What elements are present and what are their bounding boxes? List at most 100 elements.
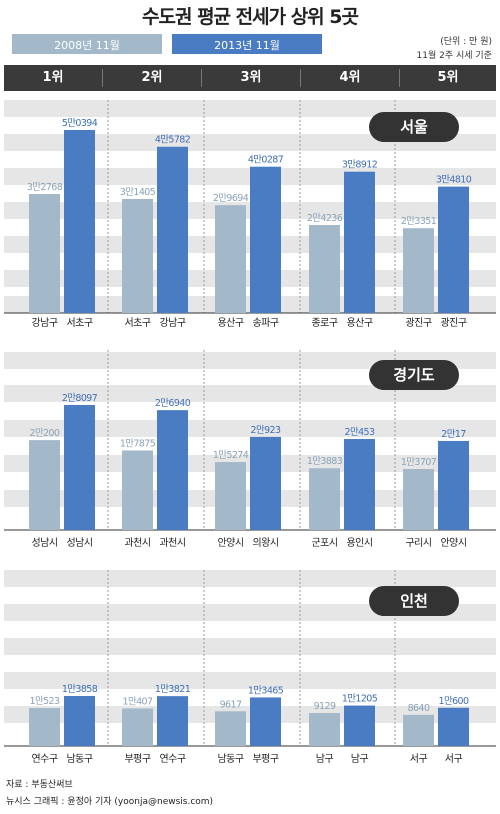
rank-header-bar: 1위 2위 3위 4위 5위 bbox=[4, 65, 496, 91]
region-badge-label: 인천 bbox=[400, 592, 428, 610]
bar-2013 bbox=[438, 186, 469, 313]
district-label: 부평구 bbox=[124, 753, 150, 765]
value-label-2008: 1만407 bbox=[123, 696, 153, 707]
value-label-2013: 1만600 bbox=[439, 696, 469, 707]
value-label-2008: 3만2768 bbox=[27, 182, 63, 193]
value-label-2013: 2만6940 bbox=[155, 398, 191, 409]
district-label: 강남구 bbox=[31, 317, 57, 329]
value-label-2008: 1만3883 bbox=[307, 456, 343, 467]
rank-divider bbox=[399, 69, 400, 87]
grid-stripe bbox=[4, 570, 496, 587]
value-label-2013: 1만3465 bbox=[248, 685, 284, 696]
district-label: 군포시 bbox=[311, 537, 337, 549]
bar-2008 bbox=[403, 228, 434, 313]
value-label-2013: 3만8912 bbox=[342, 160, 378, 171]
bar-2008 bbox=[403, 714, 434, 746]
value-label-2008: 9617 bbox=[220, 699, 242, 710]
grid-stripe bbox=[4, 672, 496, 689]
bar-2013 bbox=[250, 697, 281, 746]
grid-stripe bbox=[4, 385, 496, 402]
district-label: 광진구 bbox=[440, 317, 466, 329]
district-label: 구리시 bbox=[405, 537, 431, 549]
bar-2008 bbox=[215, 205, 246, 313]
district-label: 서구 bbox=[445, 753, 463, 765]
value-label-2008: 1만7875 bbox=[120, 438, 156, 449]
region-badge bbox=[369, 112, 459, 142]
value-label-2013: 1만1205 bbox=[342, 694, 378, 705]
district-label: 용산구 bbox=[217, 317, 243, 329]
chart-title: 수도권 평균 전세가 상위 5곳 bbox=[142, 6, 359, 28]
district-label: 과천시 bbox=[124, 537, 150, 549]
source-note: 자료 : 부동산써브 bbox=[6, 780, 73, 790]
region-badge bbox=[369, 586, 459, 616]
rank-2-label: 2위 bbox=[141, 70, 163, 85]
district-label: 의왕시 bbox=[252, 537, 278, 549]
value-label-2008: 2만200 bbox=[30, 428, 60, 439]
district-label: 송파구 bbox=[252, 317, 278, 329]
value-label-2008: 2만3351 bbox=[401, 216, 437, 227]
bar-2013 bbox=[250, 166, 281, 313]
value-label-2008: 2만4236 bbox=[307, 213, 343, 224]
region-badge-label: 서울 bbox=[400, 118, 428, 136]
district-label: 남동구 bbox=[66, 753, 92, 765]
bar-2013 bbox=[157, 696, 188, 746]
value-label-2008: 8640 bbox=[408, 703, 430, 714]
grid-stripe bbox=[4, 352, 496, 369]
district-label: 서초구 bbox=[124, 317, 150, 329]
bar-2008 bbox=[215, 462, 246, 530]
bar-2013 bbox=[64, 696, 95, 746]
district-label: 안양시 bbox=[440, 537, 466, 549]
bar-2008 bbox=[309, 224, 340, 313]
rank-divider bbox=[201, 69, 202, 87]
bar-2008 bbox=[122, 450, 153, 530]
bar-2008 bbox=[29, 194, 60, 313]
rank-3-label: 3위 bbox=[240, 70, 262, 85]
value-label-2013: 2만453 bbox=[345, 427, 375, 438]
district-label: 용인시 bbox=[346, 537, 372, 549]
region-badge bbox=[369, 360, 459, 390]
bar-2013 bbox=[344, 439, 375, 530]
district-label: 연수구 bbox=[159, 753, 185, 765]
rank-4-label: 4위 bbox=[339, 70, 361, 85]
bar-2013 bbox=[157, 146, 188, 313]
bar-2013 bbox=[64, 130, 95, 313]
value-label-2013: 5만0394 bbox=[62, 118, 98, 129]
bar-2013 bbox=[344, 171, 375, 313]
bar-2013 bbox=[250, 436, 281, 530]
bar-2008 bbox=[122, 708, 153, 746]
district-label: 종로구 bbox=[311, 317, 337, 329]
bar-2013 bbox=[157, 410, 188, 530]
bar-2008 bbox=[403, 469, 434, 530]
rank-1-label: 1위 bbox=[42, 70, 64, 85]
bar-2008 bbox=[122, 198, 153, 313]
bar-2013 bbox=[344, 705, 375, 746]
value-label-2013: 3만4810 bbox=[436, 175, 472, 186]
legend-label-2013: 2013년 11월 bbox=[214, 39, 280, 52]
district-label: 성남시 bbox=[31, 537, 57, 549]
rank-5-label: 5위 bbox=[437, 70, 459, 85]
value-label-2008: 1만523 bbox=[30, 696, 60, 707]
bar-2008 bbox=[215, 711, 246, 746]
grid-stripe bbox=[4, 638, 496, 655]
grid-stripe bbox=[4, 100, 496, 117]
value-label-2013: 2만8097 bbox=[62, 393, 98, 404]
value-label-2013: 2만923 bbox=[251, 425, 281, 436]
district-label: 성남시 bbox=[66, 537, 92, 549]
unit-note: (단위 : 만 원) bbox=[440, 37, 492, 47]
value-label-2008: 9129 bbox=[314, 701, 336, 712]
value-label-2008: 1만3707 bbox=[401, 457, 437, 468]
district-label: 남구 bbox=[316, 753, 334, 765]
rank-divider bbox=[102, 69, 103, 87]
district-label: 과천시 bbox=[159, 537, 185, 549]
rank-divider bbox=[300, 69, 301, 87]
credit-note: 뉴시스 그래픽 : 윤정아 기자 (yoonja@newsis.com) bbox=[6, 797, 214, 807]
district-label: 용산구 bbox=[346, 317, 372, 329]
legend-swatch-2013: 2013년 11월 bbox=[172, 34, 322, 54]
value-label-2008: 1만5274 bbox=[213, 450, 249, 461]
grid-stripe bbox=[4, 420, 496, 437]
district-label: 서초구 bbox=[66, 317, 92, 329]
district-label: 남동구 bbox=[217, 753, 243, 765]
value-label-2013: 4만0287 bbox=[248, 155, 284, 166]
bar-2013 bbox=[438, 440, 469, 530]
